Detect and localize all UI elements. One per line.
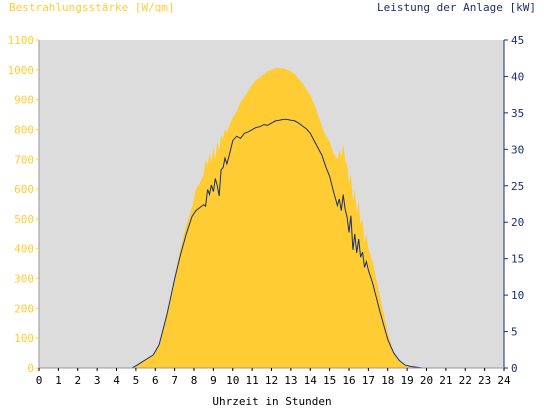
left-tick-label: 300 — [14, 273, 34, 286]
x-tick-label: 8 — [191, 374, 198, 387]
left-tick-label: 700 — [14, 153, 34, 166]
left-tick-label: 400 — [14, 243, 34, 256]
x-tick-label: 20 — [420, 374, 433, 387]
right-tick-label: 15 — [511, 253, 524, 266]
left-tick-label: 0 — [27, 362, 34, 375]
left-axis-title: Bestrahlungsstärke [W/qm] — [9, 1, 175, 14]
x-tick-label: 1 — [55, 374, 62, 387]
x-tick-label: 4 — [113, 374, 120, 387]
right-tick-label: 40 — [511, 70, 524, 83]
left-tick-label: 100 — [14, 332, 34, 345]
left-tick-label: 1100 — [8, 34, 35, 47]
axis-layer: 0100200300400500600700800900100011000510… — [8, 34, 525, 387]
right-tick-label: 30 — [511, 143, 524, 156]
x-tick-label: 15 — [323, 374, 336, 387]
x-tick-label: 9 — [210, 374, 217, 387]
right-tick-label: 0 — [511, 362, 518, 375]
x-tick-label: 19 — [401, 374, 414, 387]
x-tick-label: 10 — [226, 374, 239, 387]
x-tick-label: 13 — [284, 374, 297, 387]
x-tick-label: 6 — [152, 374, 159, 387]
left-tick-label: 900 — [14, 94, 34, 107]
power-line — [39, 118, 504, 369]
right-tick-label: 35 — [511, 107, 524, 120]
right-tick-label: 45 — [511, 34, 524, 47]
x-tick-label: 11 — [246, 374, 259, 387]
left-tick-label: 600 — [14, 183, 34, 196]
x-tick-label: 7 — [171, 374, 178, 387]
x-tick-label: 0 — [36, 374, 43, 387]
left-tick-label: 1000 — [8, 64, 35, 77]
right-tick-label: 5 — [511, 326, 518, 339]
x-tick-label: 5 — [133, 374, 140, 387]
x-tick-label: 17 — [362, 374, 375, 387]
x-tick-label: 21 — [439, 374, 452, 387]
x-tick-label: 16 — [342, 374, 355, 387]
x-tick-label: 3 — [94, 374, 101, 387]
right-axis-title: Leistung der Anlage [kW] — [377, 1, 536, 14]
left-tick-label: 500 — [14, 213, 34, 226]
series-layer — [39, 68, 504, 369]
x-axis-title: Uhrzeit in Stunden — [212, 395, 332, 408]
x-tick-label: 24 — [497, 374, 511, 387]
x-tick-label: 2 — [74, 374, 81, 387]
x-tick-label: 18 — [381, 374, 394, 387]
x-tick-label: 14 — [304, 374, 318, 387]
x-tick-label: 23 — [478, 374, 491, 387]
right-tick-label: 20 — [511, 216, 524, 229]
irradiance-area — [39, 68, 504, 369]
x-tick-label: 12 — [265, 374, 278, 387]
x-tick-label: 22 — [459, 374, 472, 387]
left-tick-label: 800 — [14, 123, 34, 136]
right-tick-label: 25 — [511, 180, 524, 193]
right-tick-label: 10 — [511, 289, 524, 302]
left-tick-label: 200 — [14, 302, 34, 315]
